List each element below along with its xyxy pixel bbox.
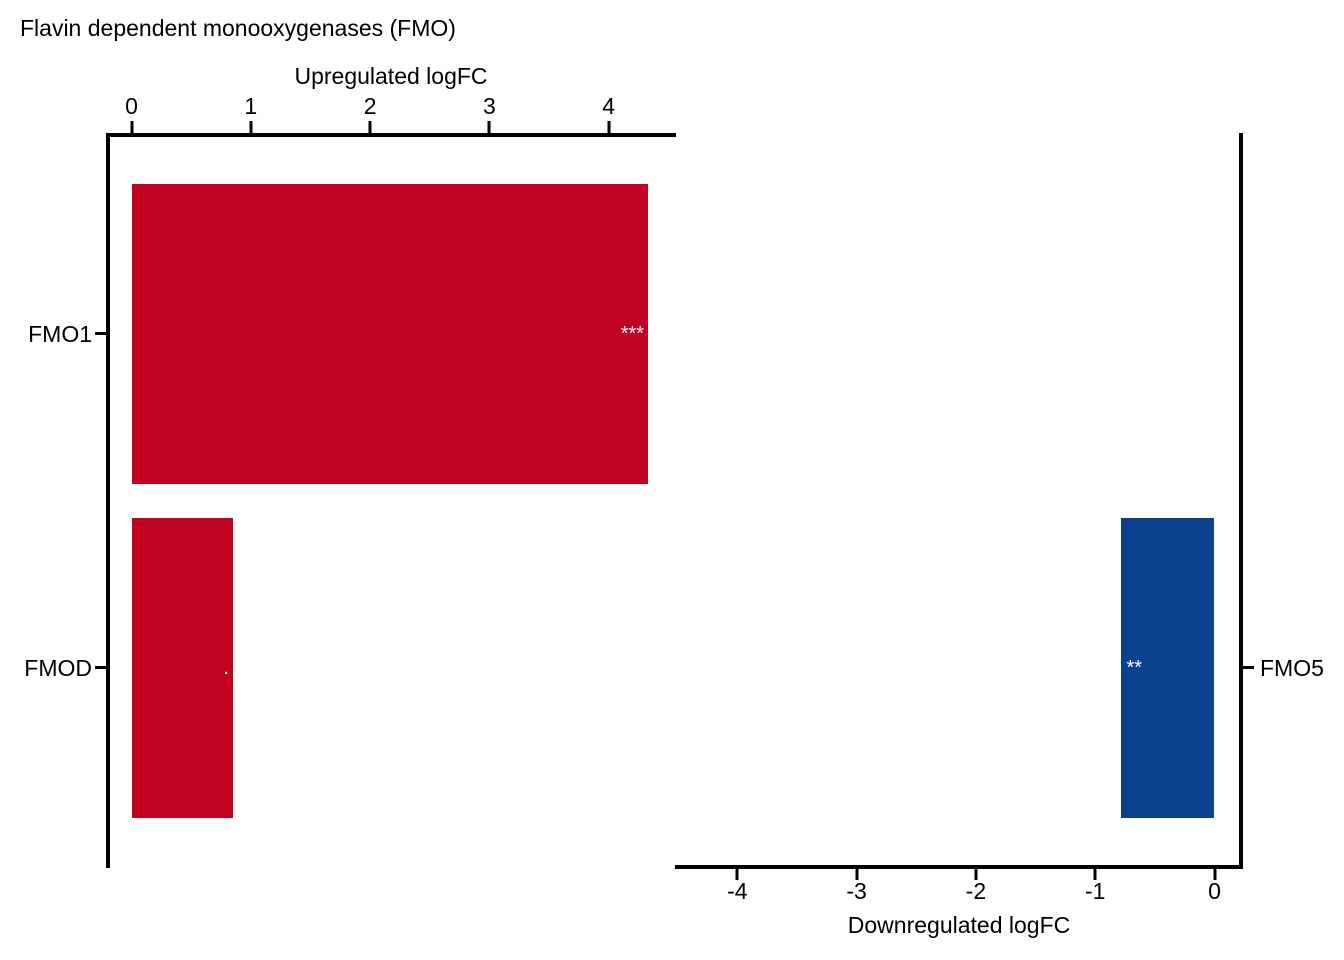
bar-fmo1: *** xyxy=(131,184,649,484)
axis-tick-label: 0 xyxy=(1208,878,1221,904)
axis-tick-label: 4 xyxy=(602,93,616,119)
left-axis-line xyxy=(106,133,110,868)
bar-fmo5: ** xyxy=(1121,518,1215,818)
significance-label-fmod: . xyxy=(223,657,229,679)
significance-label-fmo1: *** xyxy=(620,323,645,345)
axis-tick-label: -4 xyxy=(727,878,748,904)
downregulated-axis-title: Downregulated logFC xyxy=(847,912,1071,938)
axis-tick-label: 1 xyxy=(244,93,258,119)
fmo1-axis-tick xyxy=(95,332,106,335)
axis-tick-label: -2 xyxy=(965,878,987,904)
axis-tick-mark xyxy=(974,869,978,880)
axis-tick-label: 3 xyxy=(482,93,496,119)
axis-tick-mark xyxy=(1213,869,1216,880)
fmo5-axis-tick xyxy=(1243,666,1254,669)
axis-tick-label: 0 xyxy=(125,93,138,119)
bar-fmod: . xyxy=(131,518,233,818)
gene-label-fmo1: FMO1 xyxy=(28,321,92,347)
gene-label-fmo5: FMO5 xyxy=(1260,655,1324,681)
right-axis-line xyxy=(1239,133,1243,869)
axis-tick-mark xyxy=(249,121,253,133)
axis-tick-label: -1 xyxy=(1084,878,1106,904)
axis-tick-mark xyxy=(607,121,611,133)
bottom-axis-line xyxy=(675,865,1243,869)
axis-tick-label: -3 xyxy=(846,878,867,904)
axis-tick-mark xyxy=(1093,869,1097,880)
axis-tick-mark xyxy=(368,121,372,133)
axis-tick-mark xyxy=(130,121,133,133)
upregulated-axis-title: Upregulated logFC xyxy=(294,63,488,89)
gene-label-fmod: FMOD xyxy=(24,655,92,681)
axis-tick-mark xyxy=(855,869,859,880)
figure-title: Flavin dependent monooxygenases (FMO) xyxy=(20,15,456,41)
axis-tick-label: 2 xyxy=(363,93,377,119)
axis-tick-mark xyxy=(487,121,491,133)
significance-label-fmo5: ** xyxy=(1126,657,1143,679)
axis-tick-mark xyxy=(735,869,739,880)
fmod-axis-tick xyxy=(95,666,106,669)
top-axis-line xyxy=(106,133,676,137)
